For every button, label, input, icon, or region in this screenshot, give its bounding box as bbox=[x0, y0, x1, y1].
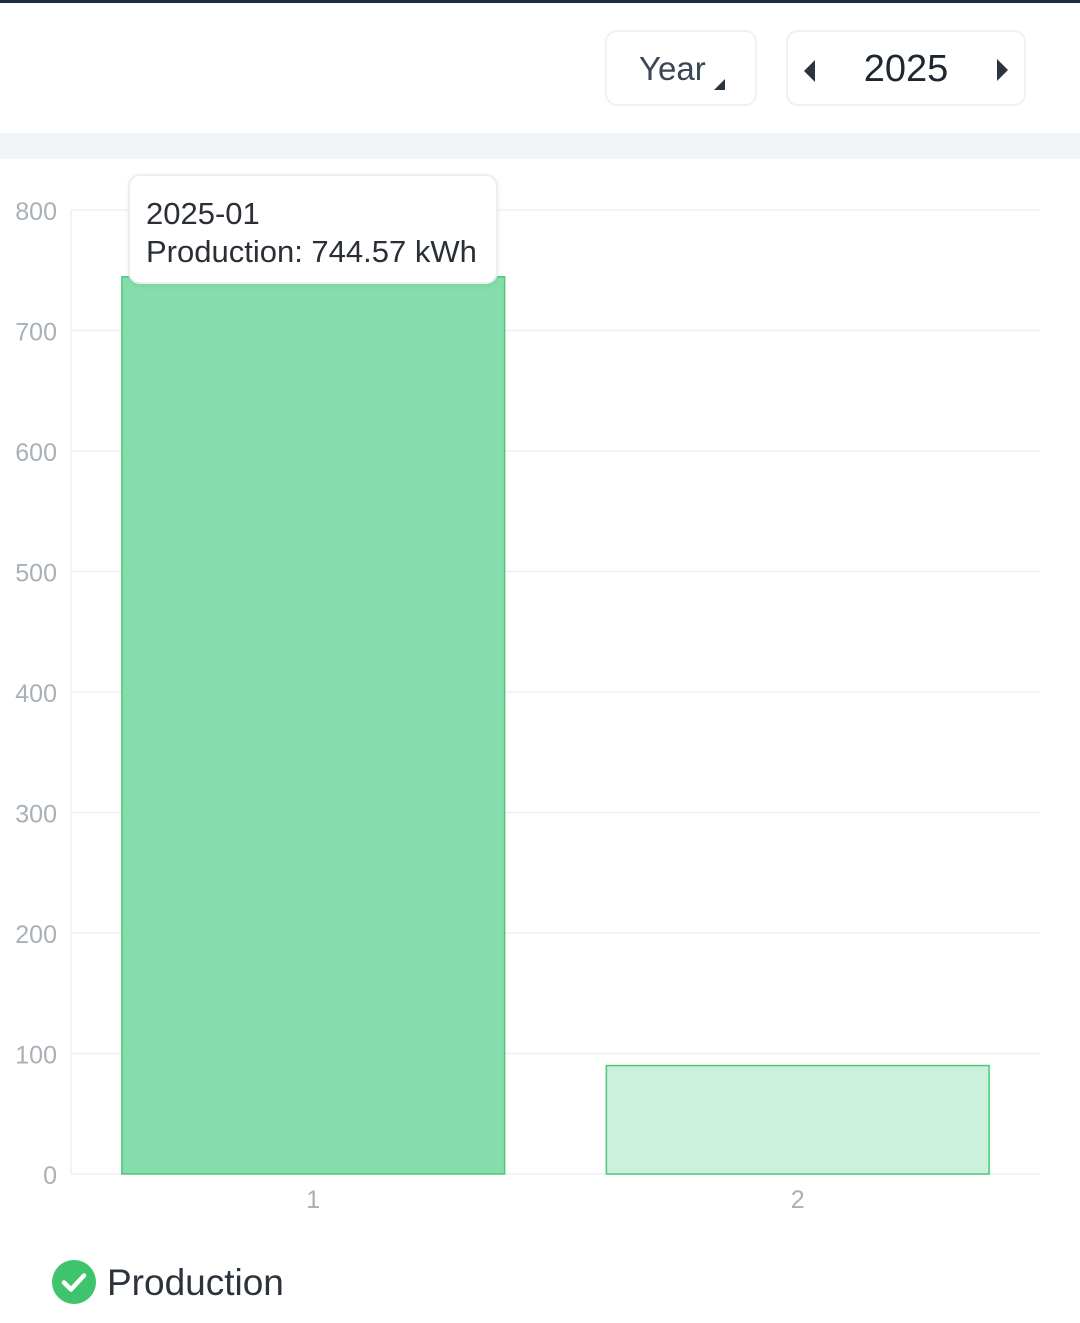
y-tick-label: 200 bbox=[15, 921, 57, 949]
y-tick-label: 500 bbox=[15, 560, 57, 588]
legend-label: Production bbox=[107, 1262, 284, 1303]
period-select-label: Year bbox=[639, 50, 706, 87]
caret-down-icon bbox=[714, 79, 725, 90]
tooltip-title: 2025-01 bbox=[146, 196, 260, 231]
y-tick-label: 100 bbox=[15, 1042, 57, 1070]
chevron-right-icon[interactable] bbox=[997, 59, 1008, 81]
production-bar-chart: 0 100 200 300 400 500 600 700 800 1 2 bbox=[15, 198, 1040, 1214]
top-rule bbox=[0, 0, 1080, 3]
y-tick-label: 400 bbox=[15, 680, 57, 708]
tooltip-value: Production: 744.57 kWh bbox=[146, 234, 477, 269]
toolbar: Year 2025 bbox=[0, 3, 1080, 133]
chart-area: 0 100 200 300 400 500 600 700 800 1 2 2025-01 Prod… bbox=[0, 159, 1080, 1239]
y-tick-label: 600 bbox=[15, 439, 57, 467]
year-picker: 2025 bbox=[786, 30, 1026, 106]
y-tick-label: 800 bbox=[15, 198, 57, 226]
year-value: 2025 bbox=[863, 48, 949, 90]
separator-band bbox=[0, 133, 1080, 159]
y-tick-label: 700 bbox=[15, 319, 57, 347]
bar-1[interactable] bbox=[121, 276, 506, 1175]
y-tick-label: 300 bbox=[15, 801, 57, 829]
x-tick-label: 2 bbox=[791, 1186, 805, 1214]
chevron-left-icon[interactable] bbox=[804, 60, 815, 82]
check-circle-icon bbox=[52, 1260, 96, 1304]
x-tick-label: 1 bbox=[306, 1186, 320, 1214]
chart-tooltip: 2025-01 Production: 744.57 kWh bbox=[128, 174, 498, 284]
bar-2[interactable] bbox=[605, 1064, 990, 1175]
period-select[interactable]: Year bbox=[605, 30, 757, 106]
y-tick-label: 0 bbox=[43, 1162, 57, 1190]
